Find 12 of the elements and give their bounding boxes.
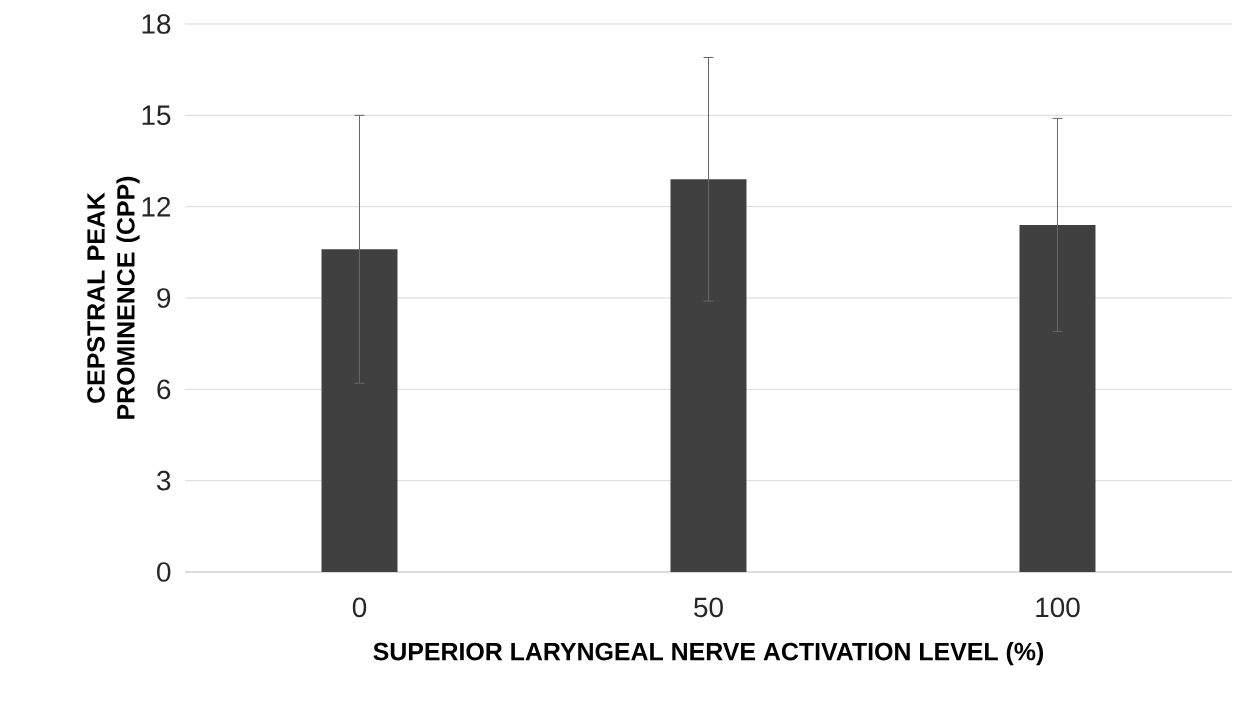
y-tick-label: 6: [157, 379, 171, 400]
x-tick-label: 0: [352, 597, 367, 618]
y-tick-label: 0: [157, 562, 171, 582]
x-axis-title: SUPERIOR LARYNGEAL NERVE ACTIVATION LEVEL (%): [373, 642, 1044, 666]
x-tick-label: 100: [1036, 597, 1080, 618]
y-tick-label: 3: [157, 470, 171, 491]
y-tick-label: 15: [142, 105, 171, 126]
y-tick-label: 18: [142, 14, 171, 34]
x-tick-label: 50: [694, 597, 723, 618]
y-tick-label: 12: [142, 196, 171, 217]
y-tick-label: 9: [157, 288, 171, 308]
y-axis-title: CEPSTRAL PEAK PROMINENCE (CPP): [87, 176, 140, 419]
